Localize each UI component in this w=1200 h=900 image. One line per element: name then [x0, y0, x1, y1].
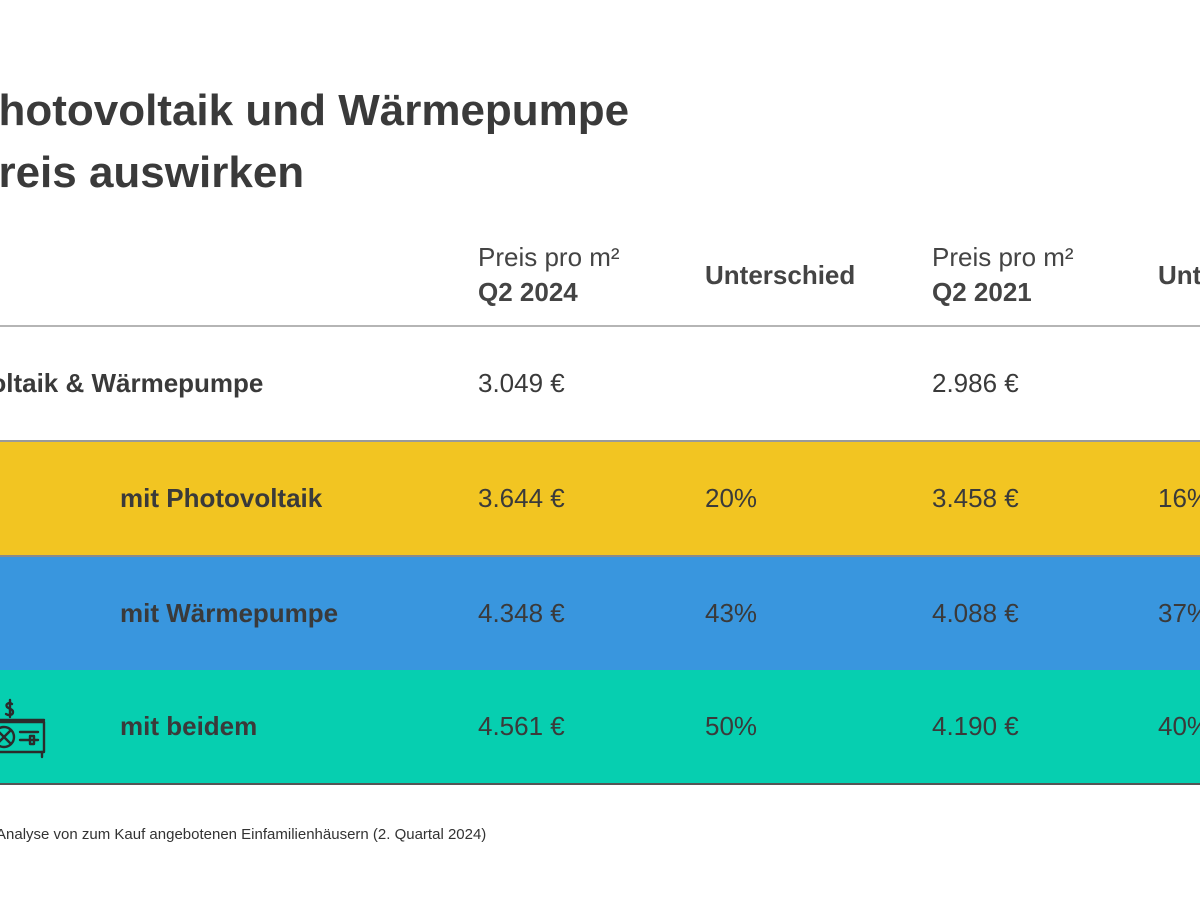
- price-2021: 3.458 €: [932, 483, 1019, 513]
- title-line-1: h Photovoltaik und Wärmepumpe: [0, 86, 630, 135]
- price-2021: 4.088 €: [932, 598, 1019, 628]
- header-difference-2024: Unterschied: [705, 259, 856, 290]
- header-price-2021-label: Preis pro m²: [932, 242, 1074, 272]
- header-difference-2021: Unt: [1158, 259, 1200, 290]
- header-price-2024: Preis pro m² Q2 2024: [478, 225, 620, 325]
- row-label: ovoltaik & Wärmepumpe: [0, 368, 264, 398]
- footnote: Analyse von zum Kauf angebotenen Einfami…: [0, 826, 487, 843]
- price-2021: 4.190 €: [932, 711, 1019, 741]
- difference-2024: 50%: [705, 711, 758, 741]
- table-row-waermepumpe: mit Wärmepumpe 4.348 € 43% 4.088 € 37%: [0, 557, 1200, 672]
- price-2024: 4.348 €: [478, 598, 565, 628]
- difference-2024: 43%: [705, 598, 758, 628]
- row-label: mit Photovoltaik: [120, 483, 323, 513]
- price-2021: 2.986 €: [932, 368, 1019, 398]
- table-row-baseline: ovoltaik & Wärmepumpe 3.049 € 2.986 €: [0, 327, 1200, 442]
- row-label: mit Wärmepumpe: [120, 598, 339, 628]
- price-2024: 3.644 €: [478, 483, 565, 513]
- difference-2021: 37%: [1158, 598, 1200, 628]
- difference-2021: 16%: [1158, 483, 1200, 513]
- header-price-2024-label: Preis pro m²: [478, 242, 620, 272]
- row-label: mit beidem: [120, 711, 258, 741]
- price-2024: 4.561 €: [478, 711, 565, 741]
- price-2024: 3.049 €: [478, 368, 565, 398]
- header-price-2024-period: Q2 2024: [478, 277, 578, 307]
- header-price-2021: Preis pro m² Q2 2021: [932, 225, 1074, 325]
- header-price-2021-period: Q2 2021: [932, 277, 1032, 307]
- table-row-beidem: mit beidem 4.561 € 50% 4.190 € 40%: [0, 670, 1200, 785]
- difference-2021: 40%: [1158, 711, 1200, 741]
- table-row-photovoltaik: mit Photovoltaik 3.644 € 20% 3.458 € 16%: [0, 442, 1200, 557]
- page-title: h Photovoltaik und Wärmepumpe n Preis au…: [0, 80, 629, 204]
- difference-2024: 20%: [705, 483, 758, 513]
- title-line-2: n Preis auswirken: [0, 148, 305, 197]
- heat-pump-icon: [0, 698, 46, 759]
- table-header: Preis pro m² Q2 2024 Unterschied Preis p…: [0, 225, 1200, 327]
